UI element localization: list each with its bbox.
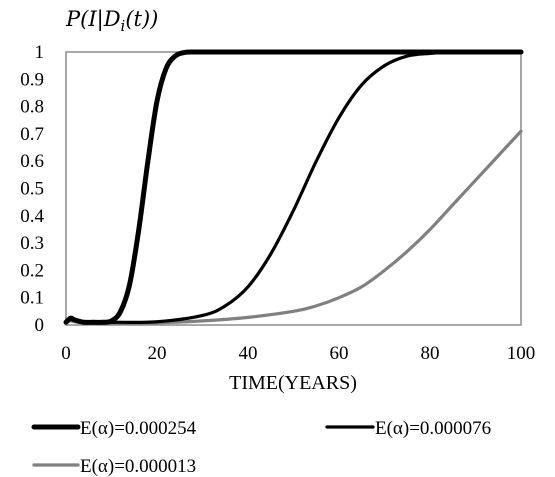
y-tick-label: 0.5	[20, 179, 44, 200]
legend-entry-1: E(α)=0.000076	[327, 418, 491, 439]
x-tick-label: 100	[507, 343, 536, 364]
legend: E(α)=0.000254 E(α)=0.000076 E(α)=0.00001…	[34, 418, 491, 477]
y-tick-label: 1	[35, 42, 45, 63]
x-axis-title: TIME(YEARS)	[229, 372, 357, 394]
series-line-2	[66, 131, 521, 323]
y-tick-label: 0.2	[20, 260, 44, 281]
y-tick-label: 0.6	[20, 151, 44, 172]
x-tick-label: 60	[330, 343, 349, 364]
series-line-0	[66, 52, 521, 322]
legend-label-2: E(α)=0.000013	[80, 456, 196, 477]
y-tick-label: 0	[35, 315, 45, 336]
legend-entry-2: E(α)=0.000013	[34, 456, 196, 477]
y-tick-label: 0.3	[20, 233, 44, 254]
y-tick-label: 0.1	[20, 288, 44, 309]
y-tick-label: 0.7	[20, 124, 44, 145]
x-tick-label: 80	[421, 343, 440, 364]
y-tick-labels: 0 0.1 0.2 0.3 0.4 0.5 0.6 0.7 0.8 0.9 1	[20, 42, 44, 336]
y-tick-label: 0.4	[20, 206, 44, 227]
x-tick-label: 0	[61, 343, 71, 364]
series-line-1	[66, 52, 521, 322]
legend-entry-0: E(α)=0.000254	[34, 418, 197, 439]
series-lines	[66, 52, 521, 323]
x-tick-label: 20	[148, 343, 167, 364]
x-tick-label: 40	[239, 343, 258, 364]
legend-label-0: E(α)=0.000254	[80, 418, 197, 439]
legend-label-1: E(α)=0.000076	[375, 418, 491, 439]
y-axis-title: P(I|Di(t))	[65, 7, 158, 35]
y-tick-label: 0.8	[20, 97, 44, 118]
y-tick-label: 0.9	[20, 69, 44, 90]
plot-area-frame	[66, 52, 521, 325]
x-tick-labels: 0 20 40 60 80 100	[61, 343, 535, 364]
